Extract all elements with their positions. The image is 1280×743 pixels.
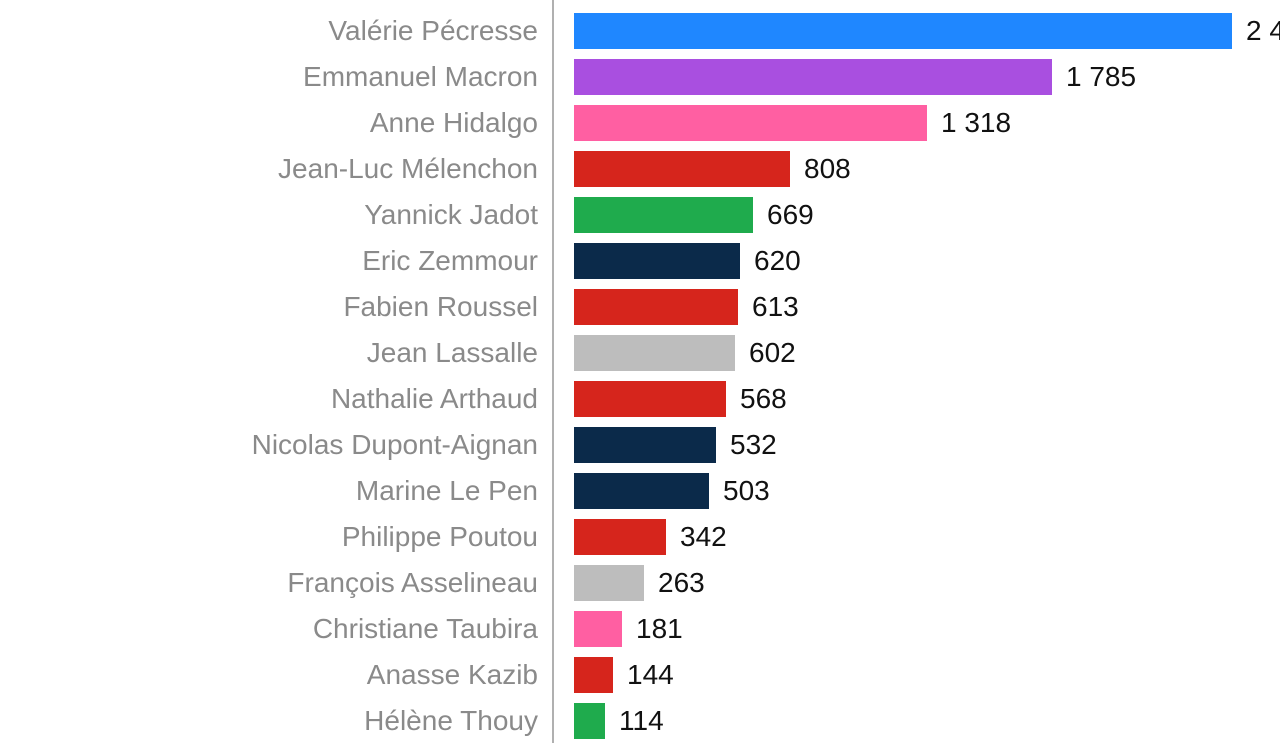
bar-cell: 503 — [552, 468, 1280, 514]
bar-row: Jean Lassalle 602 — [0, 330, 1280, 376]
candidate-label: Fabien Roussel — [0, 293, 552, 321]
bar-value: 568 — [740, 385, 787, 413]
bar-cell: 532 — [552, 422, 1280, 468]
bar-cell: 181 — [552, 606, 1280, 652]
candidate-label: Anne Hidalgo — [0, 109, 552, 137]
bar — [574, 13, 1232, 49]
bar-cell: 144 — [552, 652, 1280, 698]
bar — [574, 519, 666, 555]
bar-cell: 602 — [552, 330, 1280, 376]
bar — [574, 289, 738, 325]
bar — [574, 335, 735, 371]
candidate-label: Nicolas Dupont-Aignan — [0, 431, 552, 459]
bar — [574, 657, 613, 693]
bar-row: Valérie Pécresse 2 457 — [0, 8, 1280, 54]
candidate-label: Philippe Poutou — [0, 523, 552, 551]
bar-cell: 2 457 — [552, 8, 1280, 54]
bar — [574, 473, 709, 509]
bar-value: 1 318 — [941, 109, 1011, 137]
bar — [574, 703, 605, 739]
bar-cell: 1 785 — [552, 54, 1280, 100]
bar — [574, 59, 1052, 95]
candidate-label: Marine Le Pen — [0, 477, 552, 505]
bar-value: 1 785 — [1066, 63, 1136, 91]
bar-cell: 1 318 — [552, 100, 1280, 146]
candidate-label: Jean Lassalle — [0, 339, 552, 367]
bar — [574, 565, 644, 601]
bar-value: 808 — [804, 155, 851, 183]
bar-value: 2 457 — [1246, 17, 1280, 45]
bar-row: Christiane Taubira 181 — [0, 606, 1280, 652]
candidate-label: François Asselineau — [0, 569, 552, 597]
bar-row: Marine Le Pen 503 — [0, 468, 1280, 514]
bar-cell: 568 — [552, 376, 1280, 422]
bar-row: Hélène Thouy 114 — [0, 698, 1280, 743]
bar-value: 613 — [752, 293, 799, 321]
bar-value: 620 — [754, 247, 801, 275]
bar-row: Philippe Poutou 342 — [0, 514, 1280, 560]
bar-row: Anne Hidalgo 1 318 — [0, 100, 1280, 146]
candidate-label: Anasse Kazib — [0, 661, 552, 689]
bar-value: 263 — [658, 569, 705, 597]
bar-cell: 613 — [552, 284, 1280, 330]
bar-cell: 114 — [552, 698, 1280, 743]
candidate-label: Emmanuel Macron — [0, 63, 552, 91]
bar-row: Nathalie Arthaud 568 — [0, 376, 1280, 422]
bar-row: Emmanuel Macron 1 785 — [0, 54, 1280, 100]
y-axis-line — [552, 0, 554, 743]
candidate-label: Eric Zemmour — [0, 247, 552, 275]
bar — [574, 611, 622, 647]
bar — [574, 197, 753, 233]
candidate-label: Hélène Thouy — [0, 707, 552, 735]
bar — [574, 243, 740, 279]
bar-value: 114 — [619, 707, 664, 735]
candidate-label: Yannick Jadot — [0, 201, 552, 229]
bar-cell: 620 — [552, 238, 1280, 284]
bar-row: Jean-Luc Mélenchon 808 — [0, 146, 1280, 192]
bar-value: 503 — [723, 477, 770, 505]
bar-value: 602 — [749, 339, 796, 367]
bar-row: Fabien Roussel 613 — [0, 284, 1280, 330]
bar — [574, 381, 726, 417]
bar-row: Anasse Kazib 144 — [0, 652, 1280, 698]
sponsorship-bar-chart: Valérie Pécresse 2 457 Emmanuel Macron 1 78… — [0, 0, 1280, 743]
bar-cell: 263 — [552, 560, 1280, 606]
bar-row: Nicolas Dupont-Aignan 532 — [0, 422, 1280, 468]
bar-row: Yannick Jadot 669 — [0, 192, 1280, 238]
bar-value: 532 — [730, 431, 777, 459]
candidate-label: Jean-Luc Mélenchon — [0, 155, 552, 183]
candidate-label: Christiane Taubira — [0, 615, 552, 643]
candidate-label: Nathalie Arthaud — [0, 385, 552, 413]
bar-value: 181 — [636, 615, 683, 643]
bar-row: Eric Zemmour 620 — [0, 238, 1280, 284]
bar-value: 669 — [767, 201, 814, 229]
bar — [574, 427, 716, 463]
candidate-label: Valérie Pécresse — [0, 17, 552, 45]
bar — [574, 151, 790, 187]
bar-value: 144 — [627, 661, 674, 689]
bar-value: 342 — [680, 523, 727, 551]
bar-cell: 342 — [552, 514, 1280, 560]
bar-row: François Asselineau 263 — [0, 560, 1280, 606]
bar-cell: 669 — [552, 192, 1280, 238]
bar-cell: 808 — [552, 146, 1280, 192]
bar — [574, 105, 927, 141]
